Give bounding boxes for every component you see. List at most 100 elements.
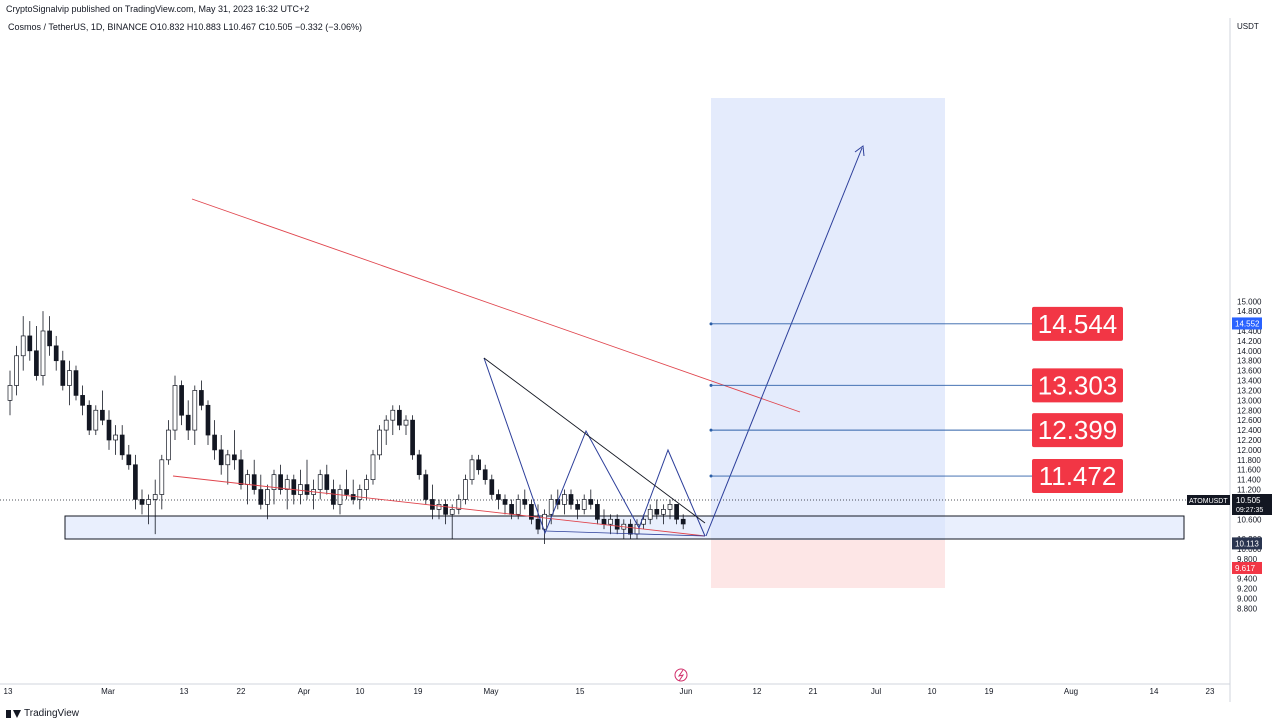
candle bbox=[654, 499, 660, 520]
target-level: 11.472 bbox=[709, 459, 1123, 494]
projection-arrow bbox=[705, 147, 863, 537]
time-tick: Jun bbox=[680, 687, 693, 696]
candle bbox=[469, 454, 475, 485]
currency-label: USDT bbox=[1237, 22, 1259, 31]
candle bbox=[595, 499, 600, 525]
price-badge: 10.113 bbox=[1232, 537, 1262, 550]
price-tick: 12.400 bbox=[1237, 426, 1262, 435]
price-tick: 9.400 bbox=[1237, 575, 1258, 584]
candle bbox=[522, 489, 528, 510]
tradingview-logo-icon bbox=[6, 709, 21, 718]
footer-brand: TradingView bbox=[24, 708, 80, 719]
candle bbox=[86, 400, 92, 436]
target-zone bbox=[711, 98, 945, 540]
time-tick: 10 bbox=[356, 687, 365, 696]
candle bbox=[258, 474, 264, 510]
stop-zone bbox=[711, 540, 945, 588]
time-axis: 13 Mar 13 22 Apr 10 19 May 15 Jun 12 21 Jul 10 19 Aug 14… bbox=[4, 687, 1215, 696]
candle bbox=[265, 484, 270, 520]
price-tick: 14.400 bbox=[1237, 327, 1262, 336]
candle bbox=[119, 425, 125, 460]
candle bbox=[449, 504, 455, 540]
candle bbox=[34, 326, 39, 381]
target-label: 13.303 bbox=[1038, 370, 1118, 400]
price-tick: 11.200 bbox=[1237, 486, 1261, 495]
time-tick: 13 bbox=[180, 687, 189, 696]
symbol-badge-text: ATOMUSDT bbox=[1189, 498, 1228, 505]
price-tick: 13.200 bbox=[1237, 386, 1262, 395]
target-label-box bbox=[1032, 306, 1123, 341]
time-tick: 14 bbox=[1150, 687, 1159, 696]
lightning-icon[interactable] bbox=[674, 668, 688, 682]
price-tick: 12.000 bbox=[1237, 446, 1262, 455]
candle bbox=[192, 385, 198, 445]
candle bbox=[179, 380, 184, 426]
price-tick: 14.800 bbox=[1237, 307, 1262, 316]
candle bbox=[628, 519, 633, 540]
price-tick: 14.000 bbox=[1237, 347, 1262, 356]
price-tick: 12.200 bbox=[1237, 436, 1262, 445]
candle bbox=[535, 504, 541, 535]
candle bbox=[489, 474, 495, 500]
candle bbox=[350, 479, 356, 505]
price-axis: 15.00014.80014.60014.40014.20014.00013.8… bbox=[1237, 297, 1262, 613]
time-tick: 22 bbox=[237, 687, 246, 696]
candle bbox=[403, 415, 409, 436]
pattern-resistance-line bbox=[483, 357, 706, 524]
target-label-box bbox=[1032, 368, 1123, 403]
last-price-value: 10.505 bbox=[1236, 496, 1261, 505]
upper-wedge-line bbox=[191, 198, 801, 413]
price-badges: 14.552 10.113 9.617 bbox=[1232, 317, 1262, 574]
candle bbox=[661, 504, 666, 525]
price-tick: 13.400 bbox=[1237, 377, 1262, 386]
footer: TradingView bbox=[6, 708, 79, 719]
price-tick: 9.000 bbox=[1237, 595, 1258, 604]
time-tick: 21 bbox=[809, 687, 818, 696]
candle bbox=[377, 425, 382, 460]
target-label-box bbox=[1032, 413, 1123, 448]
price-tick: 11.400 bbox=[1237, 476, 1261, 485]
price-tick: 9.200 bbox=[1237, 585, 1258, 594]
candle bbox=[67, 360, 72, 406]
publisher-caption: CryptoSignalvip published on TradingView… bbox=[6, 4, 310, 14]
candle bbox=[482, 464, 488, 485]
bar-countdown: 09:27:35 bbox=[1236, 507, 1263, 514]
target-label: 11.472 bbox=[1039, 461, 1117, 491]
price-tick: 13.600 bbox=[1237, 367, 1262, 376]
candle bbox=[218, 435, 224, 475]
candle bbox=[40, 311, 46, 386]
target-label: 14.544 bbox=[1038, 309, 1118, 339]
candle bbox=[212, 420, 217, 460]
candle bbox=[364, 474, 369, 500]
last-price-badge bbox=[1232, 494, 1272, 515]
candle bbox=[172, 375, 178, 440]
candle bbox=[608, 514, 613, 535]
svg-text:9.617: 9.617 bbox=[1235, 564, 1256, 573]
time-tick: Apr bbox=[298, 687, 311, 696]
candle bbox=[562, 489, 567, 515]
candle bbox=[73, 365, 79, 401]
price-badge: 9.617 bbox=[1232, 561, 1262, 574]
candle bbox=[436, 499, 442, 520]
candle bbox=[416, 449, 422, 480]
arrow-head bbox=[854, 145, 865, 157]
candle bbox=[397, 405, 402, 431]
target-levels: 14.544 13.303 12.399 11.472 bbox=[709, 306, 1123, 494]
candle bbox=[133, 454, 138, 510]
candles bbox=[7, 311, 686, 545]
candle bbox=[581, 494, 587, 515]
candle bbox=[456, 494, 462, 515]
time-tick: Aug bbox=[1064, 687, 1078, 696]
price-tick: 11.600 bbox=[1237, 466, 1261, 475]
candle bbox=[410, 415, 415, 460]
svg-text:14.552: 14.552 bbox=[1235, 319, 1260, 328]
target-level: 13.303 bbox=[709, 368, 1123, 403]
candle bbox=[14, 345, 19, 396]
candle bbox=[232, 430, 237, 470]
candle bbox=[674, 504, 679, 525]
candle bbox=[337, 484, 343, 515]
candle bbox=[251, 459, 257, 495]
candle bbox=[185, 400, 191, 440]
candle bbox=[225, 449, 231, 485]
